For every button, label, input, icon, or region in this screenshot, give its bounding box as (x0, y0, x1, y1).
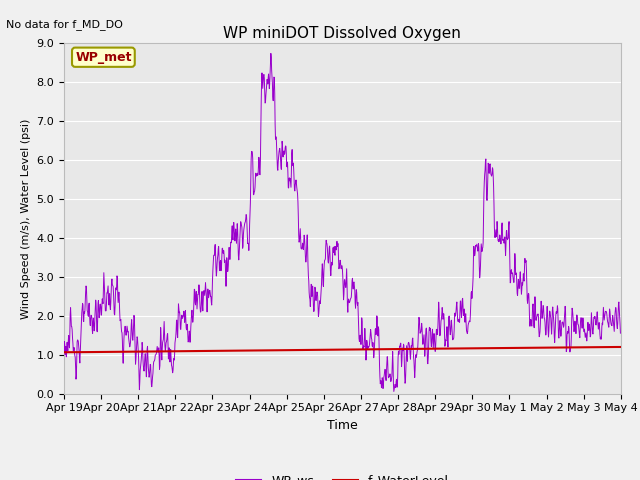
Legend: WP_ws, f_WaterLevel: WP_ws, f_WaterLevel (231, 469, 454, 480)
Text: No data for f_MD_DO: No data for f_MD_DO (6, 19, 124, 30)
Y-axis label: Wind Speed (m/s), Water Level (psi): Wind Speed (m/s), Water Level (psi) (21, 118, 31, 319)
Title: WP miniDOT Dissolved Oxygen: WP miniDOT Dissolved Oxygen (223, 25, 461, 41)
X-axis label: Time: Time (327, 419, 358, 432)
Text: WP_met: WP_met (75, 51, 132, 64)
